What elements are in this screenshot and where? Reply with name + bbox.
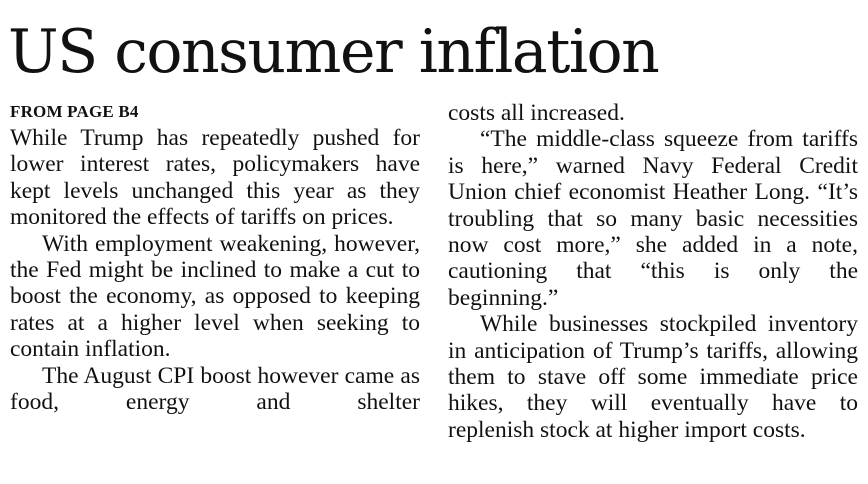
- paragraph: While businesses stockpiled inventory in…: [448, 311, 858, 443]
- left-column: FROM PAGE B4 While Trump has repeatedly …: [10, 100, 420, 415]
- right-column: costs all increased. “The middle-class s…: [448, 100, 858, 443]
- paragraph: “The middle-class squeeze from tariffs i…: [448, 126, 858, 311]
- kicker: FROM PAGE B4: [10, 102, 139, 121]
- paragraph: With employment weakening, however, the …: [10, 230, 420, 363]
- headline: US consumer inflation: [8, 17, 660, 87]
- paragraph: While Trump has repeatedly pushed for lo…: [10, 125, 420, 231]
- paragraph: The August CPI boost however came as foo…: [10, 362, 420, 416]
- paragraph: costs all increased.: [448, 100, 625, 126]
